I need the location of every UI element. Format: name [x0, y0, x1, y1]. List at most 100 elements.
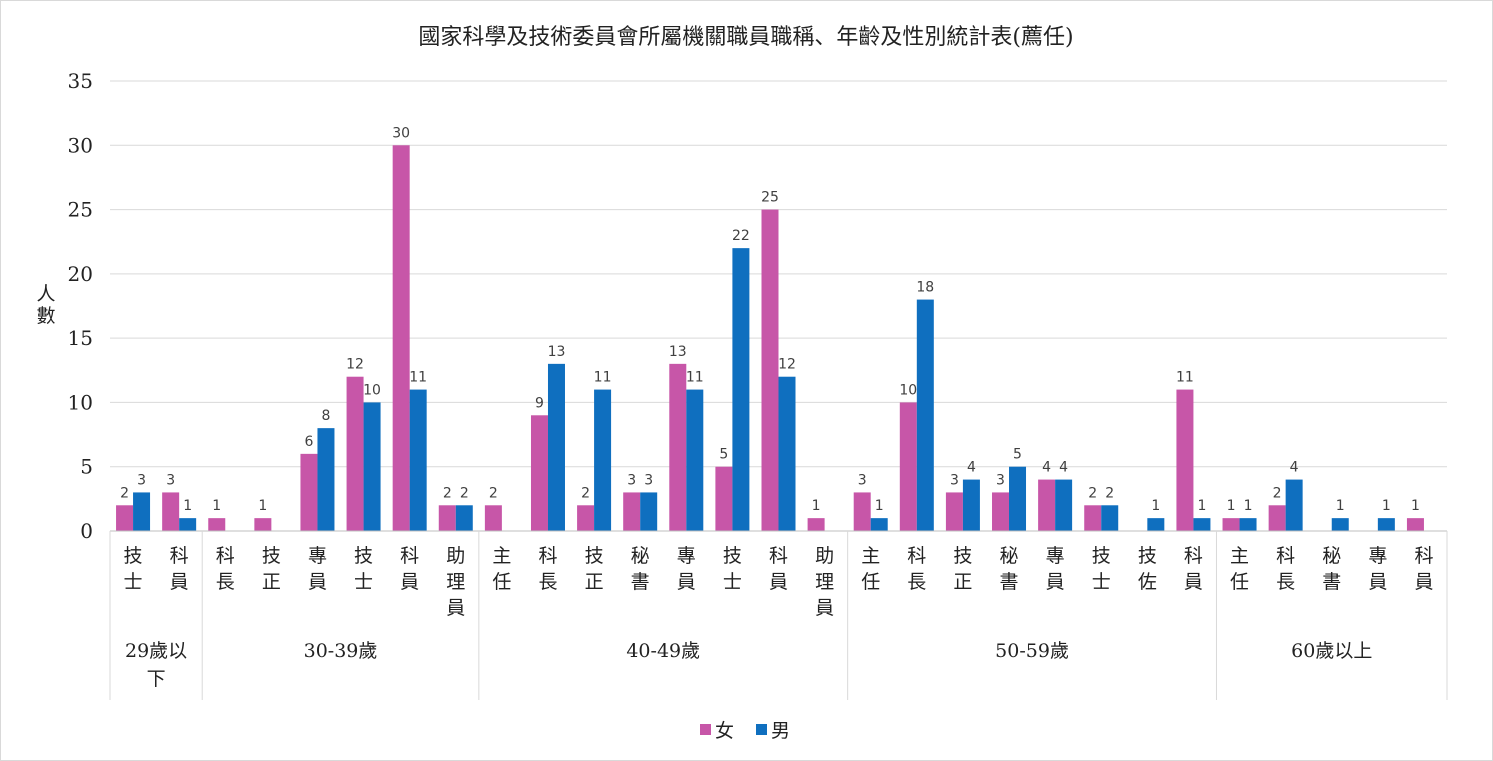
data-label: 30	[392, 125, 410, 141]
data-label: 18	[916, 280, 934, 296]
data-label: 11	[409, 370, 427, 386]
y-tick-label: 25	[68, 198, 93, 222]
x-category-label: 專員	[1046, 545, 1065, 593]
data-label: 3	[858, 472, 867, 488]
bar-female	[484, 505, 502, 531]
legend-swatch-female	[700, 724, 711, 735]
x-category-label: 科長	[907, 545, 926, 593]
y-axis-label: 人數	[36, 283, 55, 327]
bar-female	[162, 492, 180, 531]
data-label: 1	[812, 498, 821, 514]
y-tick-label: 15	[68, 326, 93, 350]
x-category-label: 主任	[492, 545, 511, 593]
bar-male	[455, 505, 473, 531]
bar-female	[438, 505, 456, 531]
data-label: 1	[1227, 498, 1236, 514]
x-category-label: 科長	[1276, 545, 1295, 593]
data-label: 1	[1336, 498, 1345, 514]
bar-female	[208, 518, 226, 531]
data-label: 4	[1290, 460, 1299, 476]
x-group-label: 60歲以上	[1291, 640, 1372, 662]
bar-male	[640, 492, 658, 531]
x-category-label: 秘書	[631, 545, 650, 593]
bar-female	[577, 505, 595, 531]
bar-male	[1239, 518, 1257, 531]
data-label: 11	[594, 370, 612, 386]
x-category-label: 科員	[1414, 545, 1433, 593]
x-category-label: 科員	[1184, 545, 1203, 593]
x-axis: 技士科員科長技正專員技士科員助理員主任科長技正秘書專員技士科員助理員主任科長技正…	[109, 530, 1448, 700]
data-label: 2	[489, 485, 498, 501]
x-category-label: 技佐	[1138, 545, 1157, 593]
data-label: 2	[1105, 485, 1114, 501]
bar-female	[346, 376, 364, 531]
bar-female	[899, 402, 917, 531]
y-tick-label: 0	[80, 519, 93, 543]
bar-female	[530, 415, 548, 531]
data-label: 9	[535, 395, 544, 411]
data-label: 2	[443, 485, 452, 501]
x-category-label: 科員	[400, 545, 419, 593]
data-label: 3	[166, 472, 175, 488]
bar-male	[962, 479, 980, 531]
y-tick-label: 30	[68, 133, 93, 157]
data-label: 3	[627, 472, 636, 488]
bar-male	[1285, 479, 1303, 531]
bar-male	[594, 389, 612, 531]
x-category-label: 科長	[216, 545, 235, 593]
chart-title: 國家科學及技術委員會所屬機關職員職稱、年齡及性別統計表(薦任)	[418, 25, 1073, 50]
x-category-label: 專員	[677, 545, 696, 593]
x-category-label: 助理員	[815, 545, 834, 619]
x-category-label: 科長	[538, 545, 557, 593]
bar-male	[409, 389, 427, 531]
data-label: 1	[183, 498, 192, 514]
data-label: 2	[1088, 485, 1097, 501]
bar-male	[179, 518, 197, 531]
bar-male	[916, 299, 934, 531]
data-label: 22	[732, 228, 750, 244]
bar-male	[1331, 518, 1349, 531]
bar-female	[945, 492, 963, 531]
x-category-label: 科員	[170, 545, 189, 593]
data-label: 3	[996, 472, 1005, 488]
bar-female	[715, 466, 733, 531]
x-category-label: 技正	[585, 545, 604, 593]
data-label: 1	[875, 498, 884, 514]
data-label: 5	[1013, 447, 1022, 463]
data-label: 5	[719, 447, 728, 463]
bar-male	[732, 248, 750, 531]
data-label: 1	[212, 498, 221, 514]
bar-male	[1147, 518, 1165, 531]
bar-male	[1101, 505, 1119, 531]
data-label: 13	[548, 344, 566, 360]
y-axis-ticks: 0 5 10 15 20 25 30 35	[68, 69, 93, 543]
bar-female	[392, 145, 410, 532]
x-category-label: 技士	[124, 545, 143, 593]
bar-female	[853, 492, 871, 531]
bars	[116, 145, 1424, 532]
x-category-label: 科員	[769, 545, 788, 593]
bar-female	[1268, 505, 1286, 531]
data-label: 1	[258, 498, 267, 514]
bar-male	[317, 428, 335, 531]
bar-male	[778, 376, 796, 531]
x-category-label: 秘書	[1322, 545, 1341, 593]
data-label: 1	[1382, 498, 1391, 514]
bar-male	[870, 518, 888, 531]
data-label: 3	[644, 472, 653, 488]
data-label: 8	[322, 408, 331, 424]
data-label: 4	[1042, 460, 1051, 476]
x-category-label: 技正	[953, 545, 972, 593]
data-label: 6	[305, 434, 314, 450]
data-label: 2	[1273, 485, 1282, 501]
data-label: 1	[1411, 498, 1420, 514]
bar-female	[254, 518, 272, 531]
bar-female	[1406, 518, 1424, 531]
data-label: 10	[899, 382, 917, 398]
x-group-label: 50-59歲	[995, 640, 1069, 662]
bar-female	[761, 209, 779, 532]
data-label: 1	[1244, 498, 1253, 514]
